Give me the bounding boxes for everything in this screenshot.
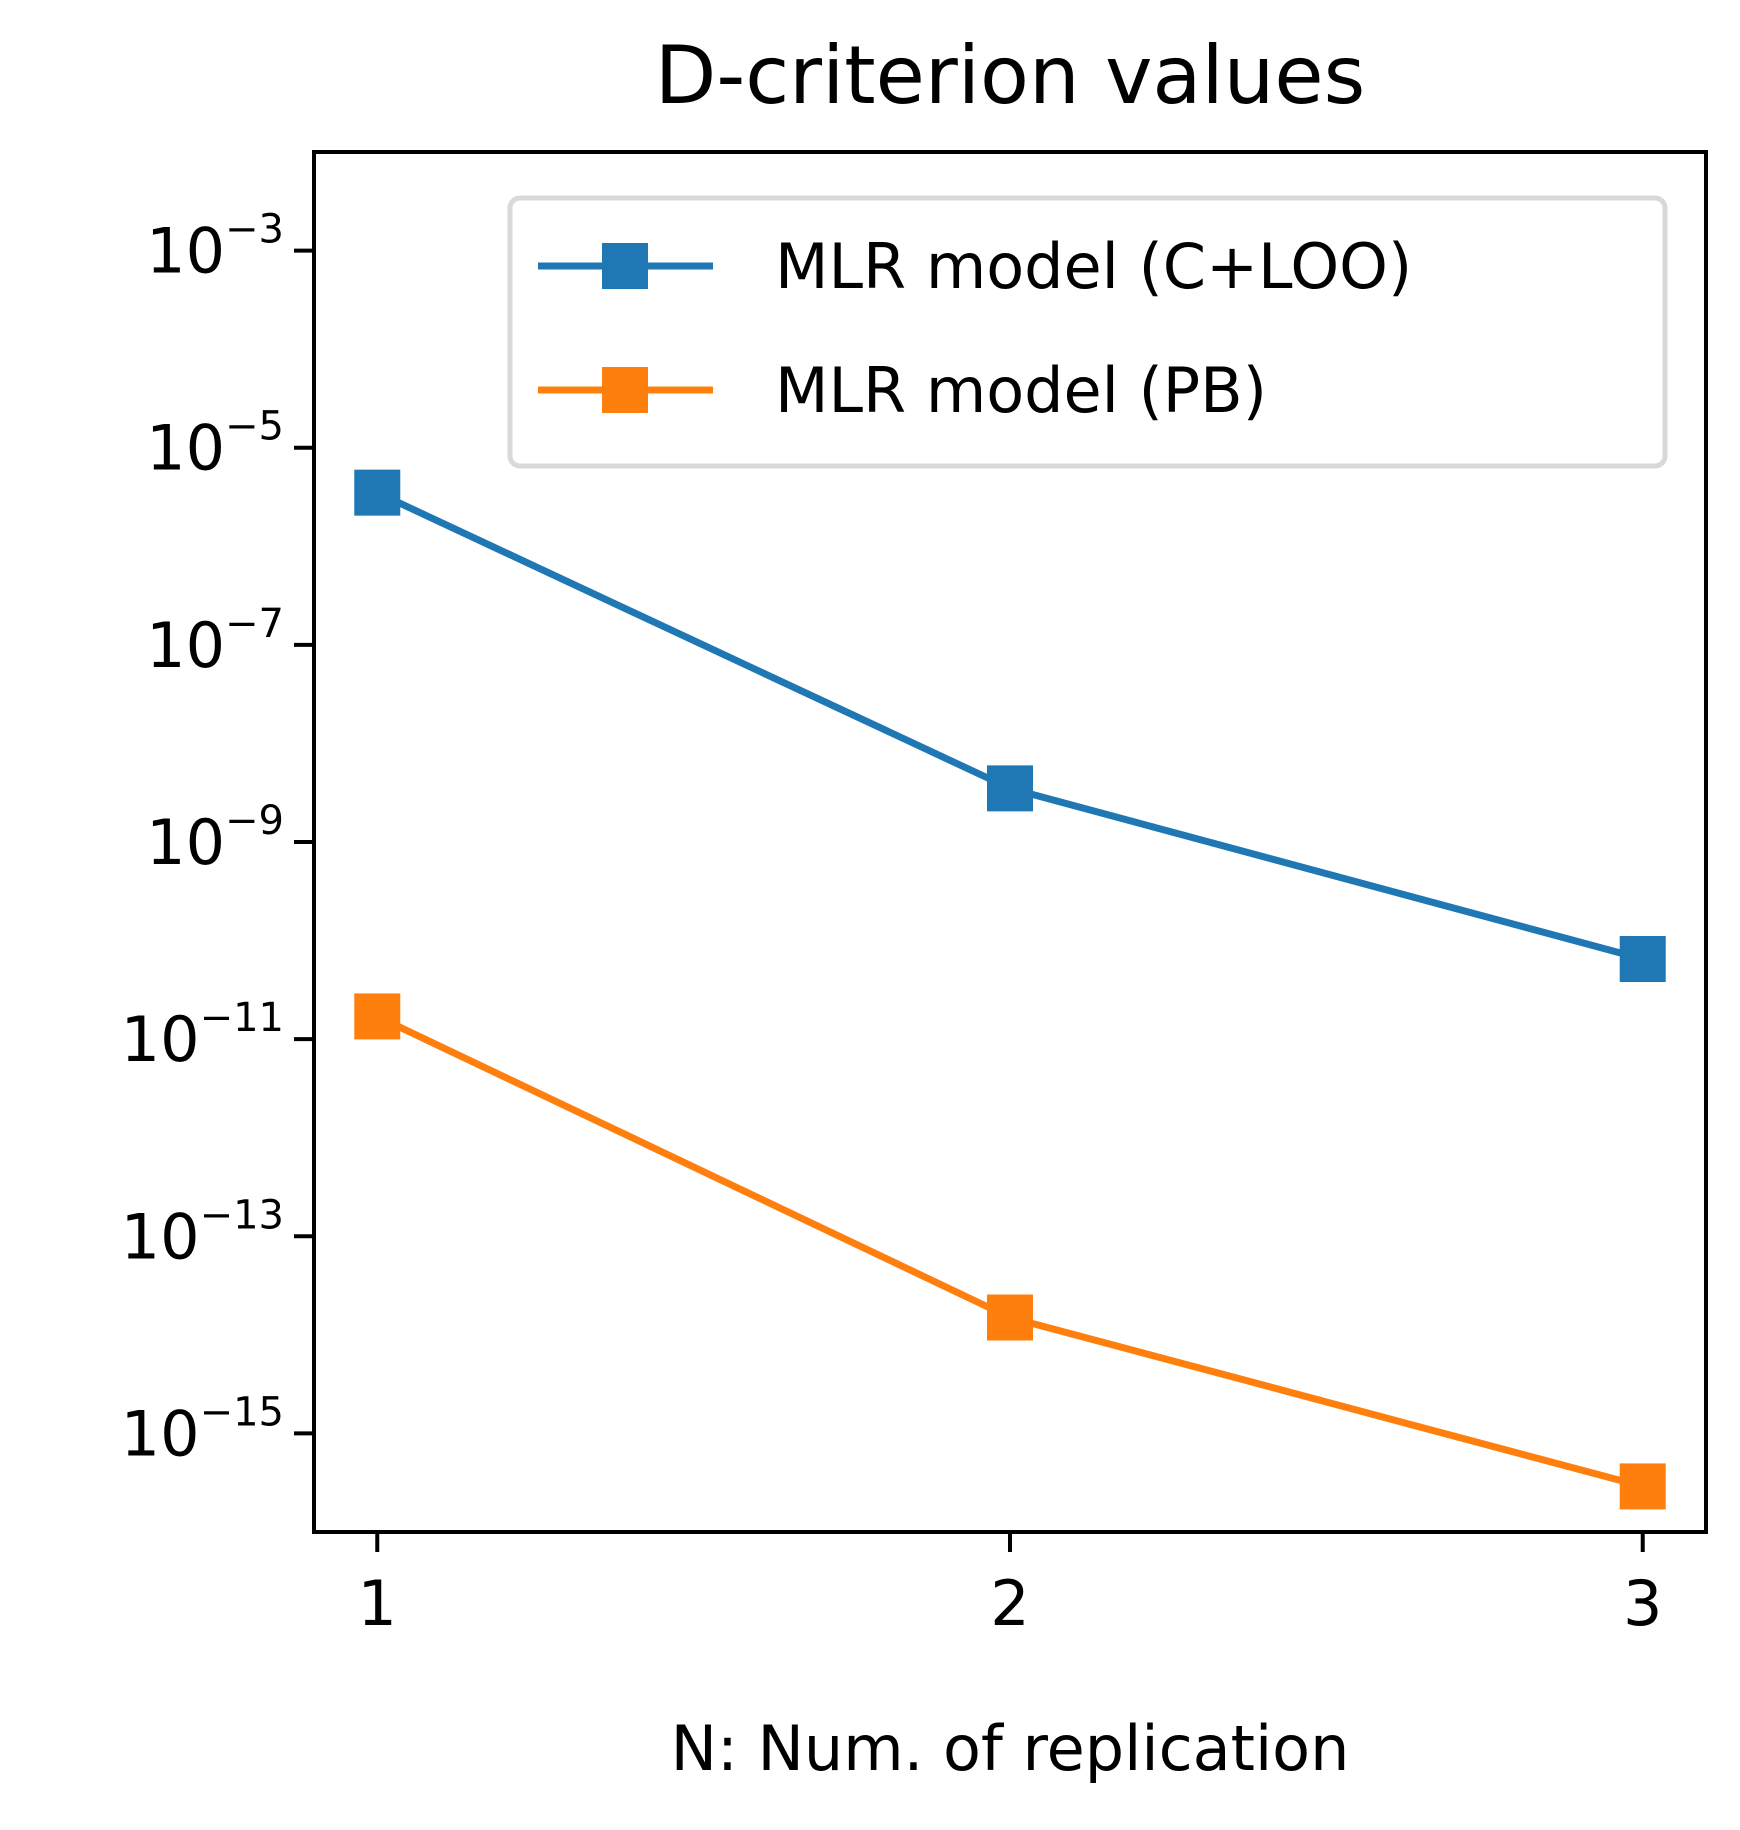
y-tick-label: 10−7 (146, 601, 284, 682)
legend-label: MLR model (PB) (775, 354, 1267, 427)
y-axis: 10−3 10−5 10−7 10−9 10−11 10−13 10−15 (121, 207, 314, 1470)
x-tick-label: 1 (358, 1567, 397, 1640)
series-point (987, 765, 1033, 812)
x-axis: 1 2 3 (358, 1532, 1662, 1640)
y-tick-label: 10−15 (121, 1389, 284, 1470)
series-point (354, 993, 401, 1040)
legend-marker (602, 367, 648, 413)
y-tick-label: 10−13 (121, 1192, 284, 1273)
x-axis-label: N: Num. of replication (671, 1712, 1350, 1785)
y-tick-label: 10−5 (146, 404, 284, 485)
y-tick-label: 10−9 (146, 798, 284, 879)
y-tick-label: 10−3 (146, 207, 284, 288)
legend-label: MLR model (C+LOO) (775, 230, 1412, 303)
legend-box (507, 195, 1668, 469)
legend-marker (602, 243, 648, 289)
series-point (354, 469, 401, 516)
series-point (987, 1294, 1033, 1341)
series-point (1619, 936, 1666, 983)
series-line (375, 489, 1644, 963)
chart-title: D-criterion values (655, 29, 1366, 122)
legend: MLR model (C+LOO) MLR model (PB) (507, 195, 1668, 469)
plot-area (354, 469, 1666, 1510)
x-tick-label: 2 (990, 1567, 1029, 1640)
y-tick-label: 10−11 (121, 995, 284, 1076)
series-point (1619, 1463, 1666, 1510)
series-line (375, 1013, 1644, 1490)
x-tick-label: 3 (1623, 1567, 1662, 1640)
